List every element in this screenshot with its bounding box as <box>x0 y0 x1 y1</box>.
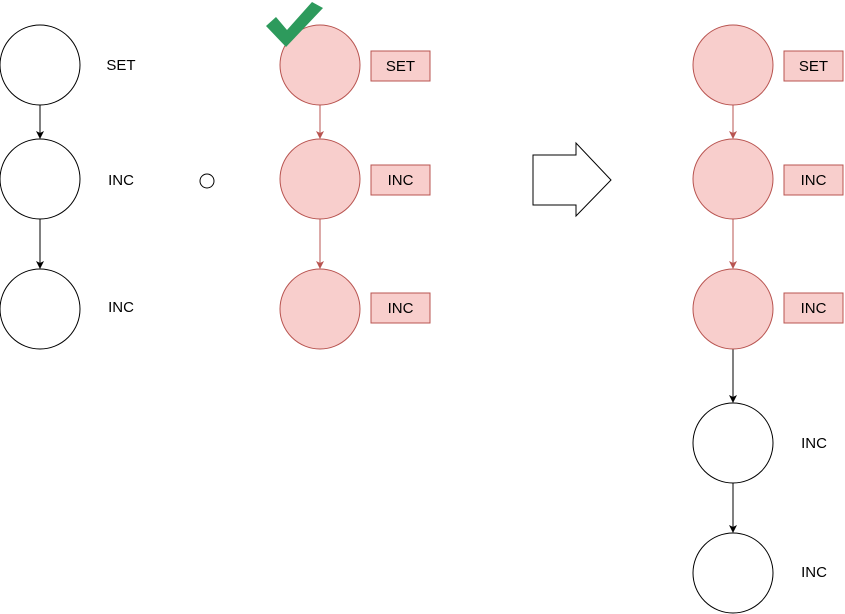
right-label-4: INC <box>801 435 827 452</box>
right-label-2: INC <box>801 172 827 189</box>
right-label-1: SET <box>799 58 828 75</box>
left-node-2 <box>0 138 81 220</box>
middle-chain: SET INC INC <box>266 2 431 350</box>
left-node-3 <box>0 268 81 350</box>
left-label-3: INC <box>108 299 134 316</box>
left-node-1 <box>0 24 81 106</box>
right-label-box-3 <box>783 292 844 324</box>
middle-label-box-2 <box>370 164 431 196</box>
right-node-3 <box>692 268 774 350</box>
right-label-5: INC <box>801 564 827 581</box>
right-block-arrow-icon <box>532 141 612 218</box>
right-label-3: INC <box>801 300 827 317</box>
right-node-1 <box>692 24 774 106</box>
right-node-2 <box>692 138 774 220</box>
right-chain: SET INC INC INC INC <box>692 24 844 614</box>
right-node-5 <box>692 532 774 614</box>
middle-node-1 <box>279 24 361 106</box>
compose-operator-icon <box>199 173 215 189</box>
checkmark-icon <box>266 2 323 47</box>
left-label-2: INC <box>108 172 134 189</box>
left-chain: SET INC INC <box>0 24 136 350</box>
right-node-4 <box>692 402 774 484</box>
right-label-box-2 <box>783 164 844 196</box>
middle-label-3: INC <box>388 300 414 317</box>
middle-label-2: INC <box>388 172 414 189</box>
left-label-1: SET <box>106 57 135 74</box>
middle-node-3 <box>279 268 361 350</box>
middle-label-box-1 <box>370 50 431 82</box>
middle-label-box-3 <box>370 292 431 324</box>
middle-label-1: SET <box>386 58 415 75</box>
middle-node-2 <box>279 138 361 220</box>
right-label-box-1 <box>783 50 844 82</box>
